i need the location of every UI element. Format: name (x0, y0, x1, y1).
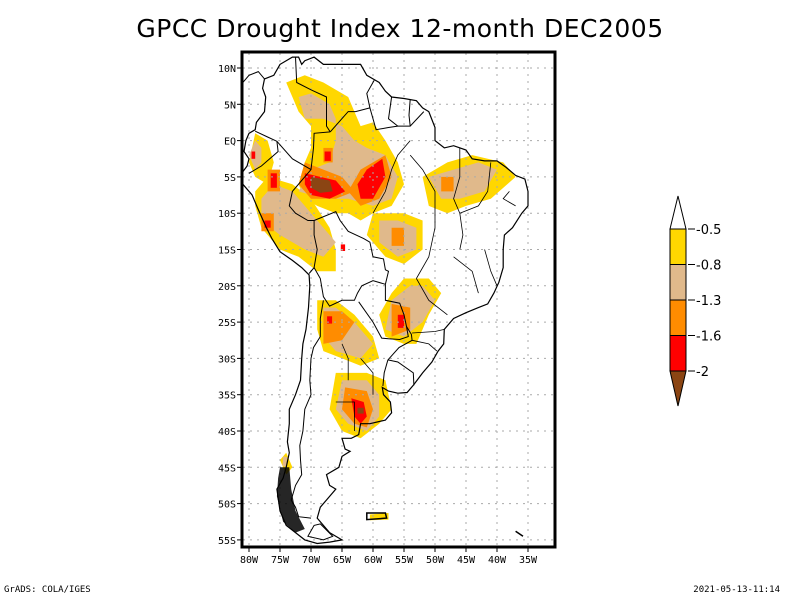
x-tick-label: 40W (488, 555, 507, 566)
country-border (388, 360, 414, 385)
y-tick-label: 40S (218, 427, 236, 438)
footer-credit: GrADS: COLA/IGES (4, 585, 91, 595)
y-tick-label: 20S (218, 282, 236, 293)
x-tick-label: 45W (457, 555, 476, 566)
x-tick-label: 65W (333, 555, 352, 566)
x-tick-label: 35W (519, 555, 538, 566)
drought-area-c3 (441, 177, 453, 192)
tierra-del-fuego (308, 524, 333, 540)
y-tick-label: 10N (218, 64, 236, 75)
y-tick-label: 25S (218, 318, 236, 329)
y-tick-label: 45S (218, 463, 236, 474)
x-tick-label: 55W (395, 555, 414, 566)
colorbar-label: -1.3 (696, 294, 721, 309)
y-tick-label: 50S (218, 500, 236, 511)
drought-area-c3 (392, 228, 404, 246)
x-tick-label: 50W (426, 555, 445, 566)
x-tick-label: 70W (302, 555, 321, 566)
y-tick-label: 35S (218, 391, 236, 402)
drought-area-c4 (252, 152, 256, 159)
country-border (389, 97, 398, 126)
colorbar: -0.5 -0.8 -1.3 -1.6 -2 (670, 196, 721, 406)
state-border (485, 250, 497, 286)
colorbar-segment-c2 (670, 265, 686, 301)
y-tick-label: 5N (224, 100, 236, 111)
drought-area-c4 (271, 173, 277, 188)
x-tick-label: 80W (240, 555, 259, 566)
country-border (370, 108, 424, 130)
drought-area-c4 (398, 315, 404, 328)
latitude-axis: 10N 5N EQ 5S 10S 15S 20S 25S 30S 35S 40S 45S 50S 55S (218, 64, 242, 547)
x-tick-label: 60W (364, 555, 383, 566)
y-tick-label: 30S (218, 354, 236, 365)
x-tick-label: 75W (271, 555, 290, 566)
colorbar-label: -1.6 (696, 330, 721, 345)
colorbar-segment-c4 (670, 336, 686, 372)
state-border (503, 191, 515, 206)
drought-area-c4 (341, 244, 345, 251)
y-tick-label: 15S (218, 246, 236, 257)
colorbar-label: -2 (696, 365, 709, 380)
y-tick-label: 55S (218, 536, 236, 547)
colorbar-upper-triangle (670, 196, 686, 229)
y-tick-label: EQ (224, 137, 236, 148)
south-georgia (516, 531, 523, 536)
drought-area-c4 (325, 152, 331, 161)
colorbar-label: -0.5 (696, 223, 721, 238)
panama-coast (243, 72, 265, 83)
coastline (242, 57, 528, 543)
y-tick-label: 10S (218, 209, 236, 220)
drought-area-below (358, 408, 364, 414)
y-tick-label: 5S (224, 173, 236, 184)
colorbar-segment-c1 (670, 229, 686, 265)
map-plot: 80W 75W 70W 65W 60W 55W 50W 45W 40W 35W 10N 5N EQ 5S… (0, 0, 800, 600)
colorbar-lower-triangle (670, 371, 686, 406)
state-border (454, 257, 479, 293)
colorbar-label: -0.8 (696, 259, 721, 274)
country-border (409, 99, 410, 126)
longitude-axis: 80W 75W 70W 65W 60W 55W 50W 45W 40W 35W (240, 547, 538, 566)
footer-timestamp: 2021-05-13-11:14 (693, 585, 780, 595)
colorbar-segment-c3 (670, 300, 686, 336)
